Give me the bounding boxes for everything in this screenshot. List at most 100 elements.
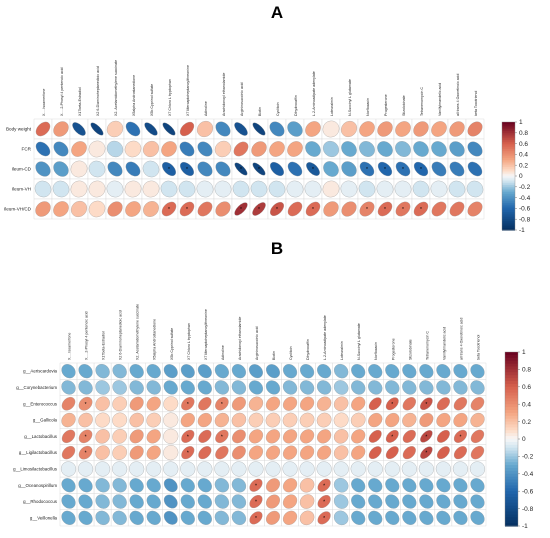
colorbar-segment xyxy=(505,381,518,385)
significance-mark: * xyxy=(425,434,427,440)
correlation-ellipse xyxy=(248,412,264,428)
correlation-ellipse xyxy=(333,396,349,412)
correlation-ellipse xyxy=(282,412,298,428)
correlation-ellipse xyxy=(340,120,358,138)
correlation-ellipse xyxy=(61,364,76,379)
colorbar-segment xyxy=(502,208,515,211)
correlation-ellipse xyxy=(250,180,268,198)
colorbar-segment xyxy=(505,386,518,391)
correlation-ellipse xyxy=(198,397,212,411)
correlation-ellipse xyxy=(95,396,110,412)
colorbar-segment xyxy=(502,201,515,204)
correlation-ellipse xyxy=(129,478,144,493)
correlation-ellipse xyxy=(88,140,106,158)
correlation-ellipse xyxy=(431,161,447,177)
colorbar-segment xyxy=(505,453,518,457)
colorbar-tick-label: 0.8 xyxy=(522,367,531,374)
row-label: g__Gallicola xyxy=(33,418,58,423)
correlation-ellipse xyxy=(143,201,159,217)
significance-mark: * xyxy=(384,207,386,213)
column-label: Argininosuccinic acid xyxy=(240,82,244,116)
correlation-ellipse xyxy=(197,494,212,509)
correlation-ellipse xyxy=(215,161,231,177)
colorbar-segment xyxy=(505,514,518,518)
column-label: Vanillylmandelic acid xyxy=(442,327,446,360)
colorbar-segment xyxy=(505,505,518,510)
correlation-ellipse xyxy=(351,510,366,525)
colorbar-segment xyxy=(505,352,518,356)
significance-mark: * xyxy=(425,451,427,457)
correlation-ellipse xyxy=(470,412,485,428)
correlation-ellipse xyxy=(340,180,358,198)
correlation-ellipse xyxy=(266,494,280,509)
column-label: X7 Chloro L tryptophan xyxy=(187,323,191,360)
correlation-ellipse xyxy=(351,396,366,411)
correlation-ellipse xyxy=(163,380,178,395)
correlation-ellipse xyxy=(231,380,247,395)
correlation-ellipse xyxy=(129,412,144,428)
significance-mark: * xyxy=(391,434,393,440)
colorbar-segment xyxy=(502,221,515,224)
correlation-ellipse xyxy=(385,494,400,509)
colorbar-segment xyxy=(502,141,515,145)
row-label: g__Limosilactobacillus xyxy=(13,466,58,471)
correlation-ellipse xyxy=(377,161,393,177)
correlation-ellipse xyxy=(162,122,176,136)
correlation-ellipse xyxy=(232,180,250,198)
significance-mark: * xyxy=(312,167,314,173)
colorbar-tick-label: 0.2 xyxy=(519,162,528,169)
correlation-ellipse xyxy=(286,180,304,198)
significance-mark: * xyxy=(323,500,325,506)
correlation-ellipse xyxy=(402,478,417,493)
correlation-ellipse xyxy=(107,201,123,217)
colorbar-segment xyxy=(505,511,518,515)
colorbar-segment xyxy=(502,145,515,148)
correlation-ellipse xyxy=(112,510,127,526)
colorbar-segment xyxy=(502,190,515,193)
correlation-ellipse xyxy=(112,428,128,444)
correlation-ellipse xyxy=(72,122,86,136)
correlation-ellipse xyxy=(70,160,88,178)
correlation-ellipse xyxy=(368,446,382,460)
colorbar-segment xyxy=(505,465,518,469)
colorbar-segment xyxy=(505,424,518,428)
colorbar-segment xyxy=(502,134,515,137)
correlation-ellipse xyxy=(248,445,264,460)
colorbar-segment xyxy=(502,222,515,226)
colorbar-segment xyxy=(502,224,515,227)
colorbar-segment xyxy=(502,140,515,143)
correlation-ellipse xyxy=(95,478,110,493)
correlation-ellipse xyxy=(282,380,298,395)
correlation-ellipse xyxy=(70,180,88,198)
correlation-ellipse xyxy=(306,162,320,176)
correlation-ellipse xyxy=(181,446,195,460)
correlation-ellipse xyxy=(449,121,465,137)
correlation-ellipse xyxy=(413,161,429,177)
correlation-ellipse xyxy=(249,511,263,525)
correlation-ellipse xyxy=(420,446,433,459)
colorbar-segment xyxy=(502,136,515,139)
correlation-ellipse xyxy=(53,161,69,177)
correlation-ellipse xyxy=(95,461,111,477)
correlation-ellipse xyxy=(163,396,179,412)
colorbar-segment xyxy=(502,168,515,172)
column-label: X5alpha Androstanedione xyxy=(153,319,157,360)
correlation-ellipse xyxy=(61,478,76,493)
colorbar-segment xyxy=(505,389,518,394)
correlation-ellipse xyxy=(112,494,127,509)
column-label: Progesterone xyxy=(384,94,388,116)
correlation-ellipse xyxy=(78,445,93,460)
correlation-ellipse xyxy=(266,510,280,525)
significance-mark: * xyxy=(323,516,325,522)
correlation-ellipse xyxy=(368,412,383,428)
correlation-ellipse xyxy=(234,202,248,216)
correlation-ellipse xyxy=(180,478,195,493)
significance-mark: * xyxy=(459,434,461,440)
correlation-ellipse xyxy=(35,161,51,177)
correlation-ellipse xyxy=(248,364,263,379)
significance-mark: * xyxy=(85,434,87,440)
correlation-ellipse xyxy=(53,121,69,137)
correlation-ellipse xyxy=(95,445,110,460)
correlation-ellipse xyxy=(61,412,76,428)
correlation-ellipse xyxy=(163,494,178,509)
